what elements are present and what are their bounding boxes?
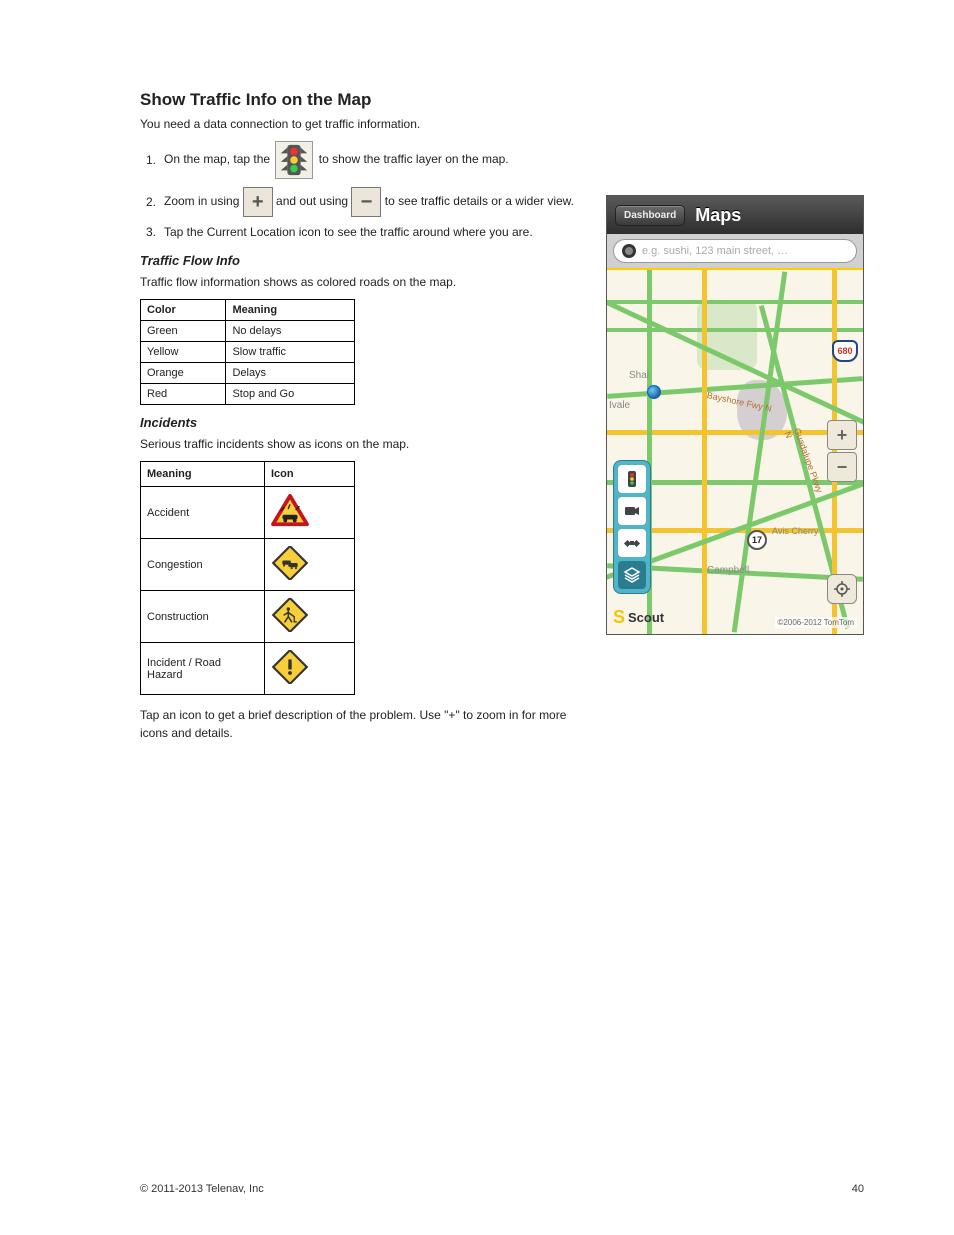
step2-pre: Zoom in using xyxy=(164,195,243,209)
step-3: 3.Tap the Current Location icon to see t… xyxy=(146,223,580,242)
hazard-icon xyxy=(271,650,309,684)
city-label: Shal xyxy=(629,370,649,381)
construction-icon xyxy=(271,598,309,632)
satellite-layer-button[interactable] xyxy=(618,529,646,557)
section-heading: Show Traffic Info on the Map xyxy=(140,90,580,110)
search-wrap: e.g. sushi, 123 main street, … xyxy=(607,234,863,270)
flow-table: Color Meaning GreenNo delays YellowSlow … xyxy=(140,299,355,405)
step1-pre: On the map, tap the xyxy=(164,153,273,167)
city-label: Campbell xyxy=(707,565,749,576)
search-placeholder: e.g. sushi, 123 main street, … xyxy=(642,245,788,257)
step-2: 2.Zoom in using + and out using − to see… xyxy=(146,187,580,217)
layer-controls xyxy=(613,460,651,594)
congestion-icon xyxy=(271,546,309,580)
table-row: Construction xyxy=(141,591,355,643)
flow-intro: Traffic flow information shows as colore… xyxy=(140,274,580,291)
table-row: GreenNo delays xyxy=(141,320,355,341)
zoom-out-icon: − xyxy=(351,187,381,217)
flow-heading: Traffic Flow Info xyxy=(140,253,580,268)
step-1: 1.On the map, tap the to show the traffi… xyxy=(146,141,580,179)
city-label: Avis Cherry xyxy=(772,526,818,536)
flow-col-1: Meaning xyxy=(226,299,355,320)
locate-button[interactable] xyxy=(827,574,857,604)
inc-col-0: Meaning xyxy=(141,462,265,487)
step3-text: Tap the Current Location icon to see the… xyxy=(164,225,533,239)
search-input[interactable]: e.g. sushi, 123 main street, … xyxy=(613,239,857,263)
mic-icon[interactable] xyxy=(622,244,636,258)
tip-text: Tap an icon to get a brief description o… xyxy=(140,707,580,742)
route-shield-17: 17 xyxy=(747,530,767,550)
table-row: Incident / Road Hazard xyxy=(141,643,355,695)
step2-mid: and out using xyxy=(276,195,351,209)
incident-table: Meaning Icon Accident Congestion xyxy=(140,461,355,695)
zoom-in-icon: + xyxy=(243,187,273,217)
table-row: YellowSlow traffic xyxy=(141,341,355,362)
route-shield-680: 680 xyxy=(832,340,858,362)
incidents-heading: Incidents xyxy=(140,415,580,430)
camera-layer-button[interactable] xyxy=(618,497,646,525)
inc-col-1: Icon xyxy=(265,462,355,487)
table-row: Congestion xyxy=(141,539,355,591)
map-area[interactable]: 680 17 Bayshore Fwy N Guadalupe Pkwy N I… xyxy=(607,270,863,634)
layers-toggle-button[interactable] xyxy=(618,561,646,589)
step2-post: to see traffic details or a wider view. xyxy=(385,195,574,209)
page-footer: © 2011-2013 Telenav, Inc xyxy=(140,1183,264,1195)
zoom-controls: + − xyxy=(827,420,857,482)
dashboard-button[interactable]: Dashboard xyxy=(615,205,685,226)
flow-col-0: Color xyxy=(141,299,226,320)
zoom-out-button[interactable]: − xyxy=(827,452,857,482)
step1-post: to show the traffic layer on the map. xyxy=(319,153,509,167)
phone-screenshot: Dashboard Maps e.g. sushi, 123 main stre… xyxy=(606,195,864,635)
map-copyright: ©2006-2012 TomTom xyxy=(775,617,857,628)
phone-header: Dashboard Maps xyxy=(607,196,863,234)
page-number: 40 xyxy=(852,1183,864,1195)
traffic-light-icon xyxy=(275,141,313,179)
scout-logo: SScout xyxy=(613,607,664,628)
current-location-dot xyxy=(647,385,661,399)
table-row: OrangeDelays xyxy=(141,362,355,383)
zoom-in-button[interactable]: + xyxy=(827,420,857,450)
road-label: Guadalupe Pkwy N xyxy=(783,427,826,501)
incidents-intro: Serious traffic incidents show as icons … xyxy=(140,436,580,453)
city-label: Ivale xyxy=(609,400,630,411)
phone-title: Maps xyxy=(695,205,741,226)
accident-icon xyxy=(271,494,309,528)
intro-text: You need a data connection to get traffi… xyxy=(140,116,580,133)
traffic-layer-button[interactable] xyxy=(618,465,646,493)
table-row: Accident xyxy=(141,487,355,539)
table-row: RedStop and Go xyxy=(141,383,355,404)
